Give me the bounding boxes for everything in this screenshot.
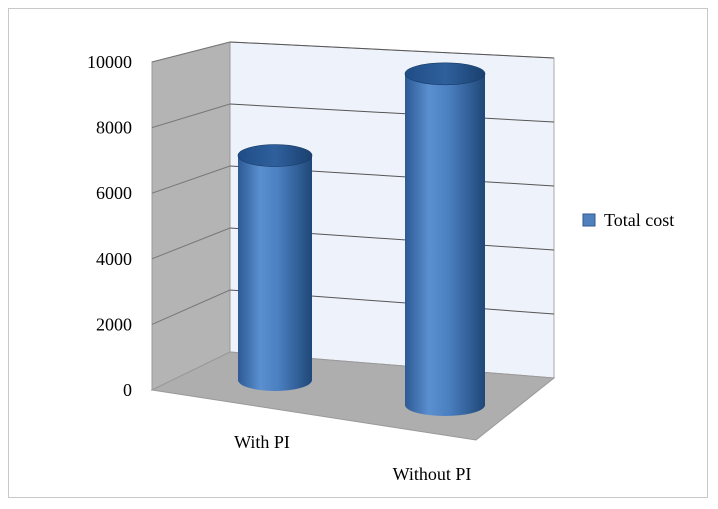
x-category-label: Without PI (393, 464, 472, 484)
bar-body (405, 73, 485, 417)
bar-2 (404, 62, 486, 417)
y-tick-label: 10000 (87, 52, 132, 72)
legend: Total cost (582, 210, 674, 230)
bar-top (237, 144, 313, 167)
x-axis-categories: With PI Without PI (234, 432, 471, 484)
y-tick-label: 2000 (96, 314, 132, 334)
gridline-back (229, 41, 555, 59)
gridline-side (151, 227, 231, 260)
y-tick-label: 4000 (96, 249, 132, 269)
x-category-label: With PI (234, 432, 290, 452)
y-tick-label: 0 (123, 380, 132, 400)
gridline-side (151, 289, 231, 325)
bar-body (238, 155, 312, 391)
bar-1 (237, 144, 313, 391)
y-tick-label: 6000 (96, 183, 132, 203)
gridline-side (151, 41, 231, 63)
y-tick-label: 8000 (96, 118, 132, 138)
gridline-side (151, 165, 231, 194)
side-wall (151, 41, 231, 391)
bar-top (404, 62, 486, 86)
legend-label: Total cost (604, 210, 674, 230)
gridline-side (151, 103, 231, 129)
gridline-back (229, 103, 555, 123)
bars (237, 62, 486, 417)
y-axis-ticks: 0 2000 4000 6000 8000 10000 (87, 52, 132, 400)
legend-swatch (582, 213, 596, 227)
